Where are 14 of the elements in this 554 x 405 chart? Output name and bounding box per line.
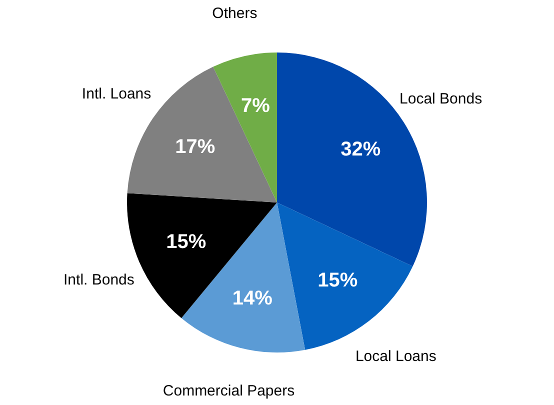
data-label: 32% [340,138,381,160]
data-label: 7% [240,94,270,117]
pie-slice [213,52,277,202]
data-label: 15% [318,270,358,292]
data-label: 17% [175,136,216,158]
slice-label: Others [212,5,258,22]
slice-label: Local Loans [355,348,436,365]
data-label: 14% [232,287,273,310]
slice-label: Intl. Bonds [64,272,134,289]
data-label: 15% [166,230,206,253]
slice-label: Intl. Loans [82,85,152,102]
slice-label: Local Bonds [400,90,482,108]
pie-slice [277,202,413,350]
slice-label: Commercial Papers [162,382,295,400]
